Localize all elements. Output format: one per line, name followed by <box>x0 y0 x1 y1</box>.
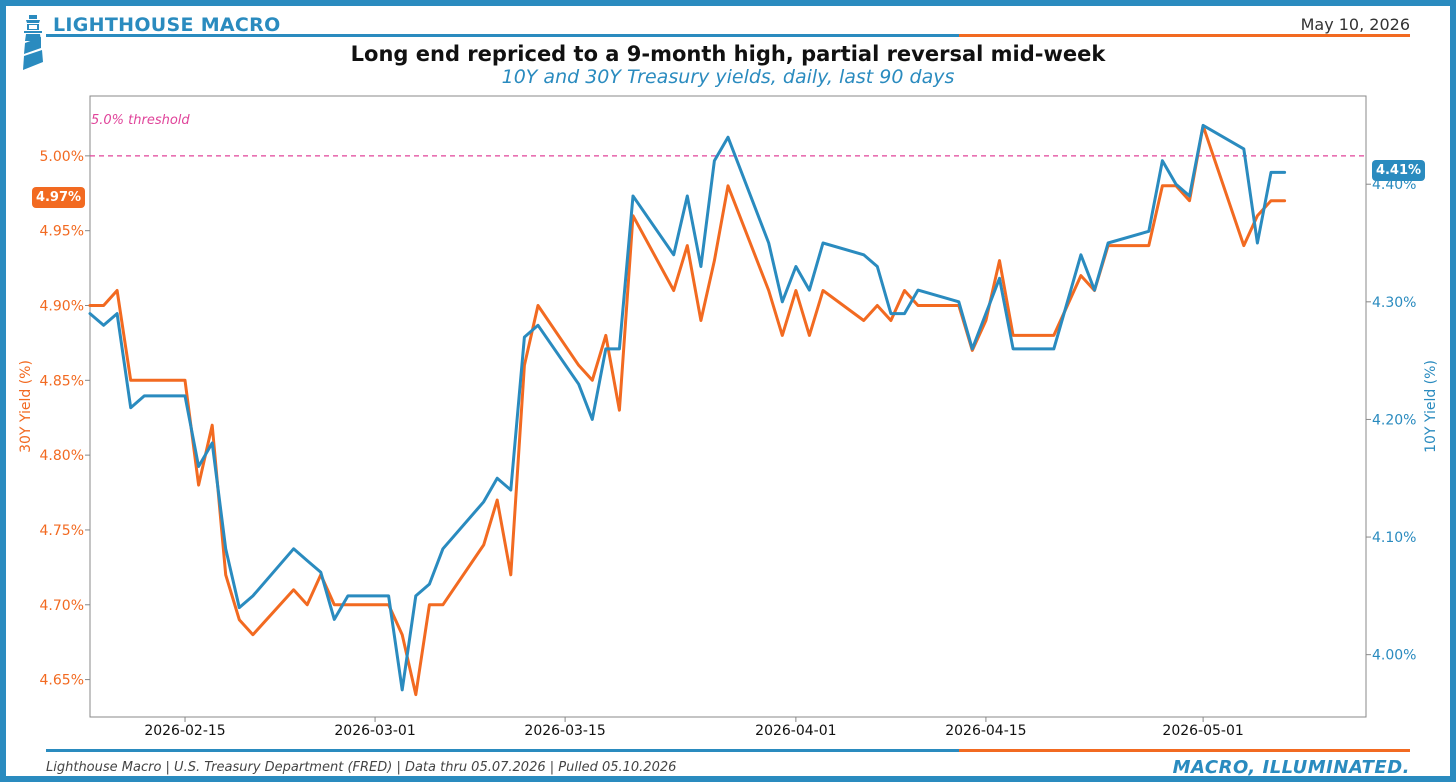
chart-subtitle: 10Y and 30Y Treasury yields, daily, last… <box>501 66 955 88</box>
y-left-tick-label: 5.00% <box>40 149 84 165</box>
plot-area-frame <box>89 95 1367 718</box>
y-right-tick-label: 4.30% <box>1372 295 1416 311</box>
x-tick-label: 2026-04-01 <box>755 723 836 739</box>
y-left-tick-label: 4.70% <box>40 598 84 614</box>
y-left-tick-label: 4.90% <box>40 298 84 314</box>
y-left-axis-label: 30Y Yield (%) <box>18 360 34 453</box>
y-left-tick-label: 4.80% <box>40 448 84 464</box>
lighthouse-logo-icon <box>23 15 43 70</box>
y-left-tick-label: 4.85% <box>40 373 84 389</box>
x-tick-label: 2026-04-15 <box>945 723 1026 739</box>
threshold-label: 5.0% threshold <box>91 113 190 128</box>
y-right-tick-label: 4.10% <box>1372 530 1416 546</box>
last-value-badge-30y: 4.97% <box>32 187 85 208</box>
footer-rule-blue <box>46 749 959 752</box>
brand-name: LIGHTHOUSE MACRO <box>53 14 281 36</box>
y-right-tick-label: 4.20% <box>1372 412 1416 428</box>
y-left-tick-label: 4.65% <box>40 673 84 689</box>
chart-title: Long end repriced to a 9-month high, par… <box>350 42 1106 66</box>
footer-source: Lighthouse Macro | U.S. Treasury Departm… <box>46 760 677 775</box>
series-line-10y <box>88 123 1287 692</box>
header-rule-blue <box>46 34 959 37</box>
y-right-axis-label: 10Y Yield (%) <box>1423 360 1439 453</box>
series-line-30y <box>88 124 1287 697</box>
header-rule-orange <box>959 34 1410 37</box>
y-right-tick-label: 4.40% <box>1372 177 1416 193</box>
last-value-badge-10y: 4.41% <box>1372 160 1425 181</box>
footer-rule-orange <box>959 749 1410 752</box>
y-left-tick-label: 4.95% <box>40 224 84 240</box>
x-tick-label: 2026-03-15 <box>524 723 605 739</box>
footer-tagline: MACRO, ILLUMINATED. <box>1172 757 1410 778</box>
x-tick-label: 2026-02-15 <box>144 723 225 739</box>
x-tick-label: 2026-05-01 <box>1162 723 1243 739</box>
report-date: May 10, 2026 <box>1300 15 1410 34</box>
x-tick-label: 2026-03-01 <box>334 723 415 739</box>
y-left-tick-label: 4.75% <box>40 523 84 539</box>
y-right-tick-label: 4.00% <box>1372 648 1416 664</box>
